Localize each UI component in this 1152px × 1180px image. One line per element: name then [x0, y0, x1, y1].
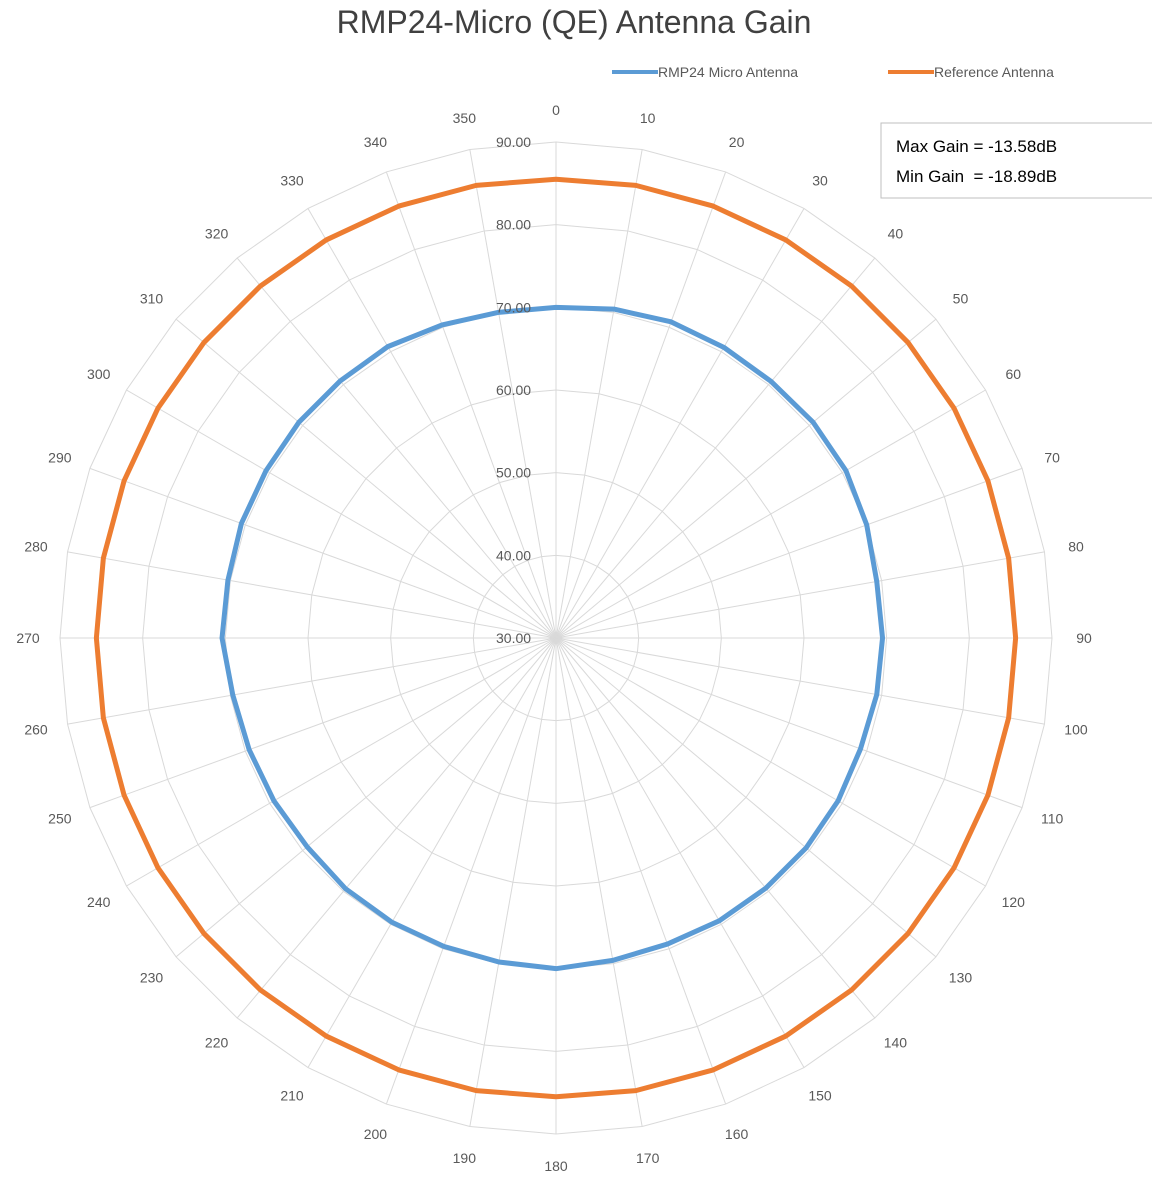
series-line-rmp24-micro [219, 304, 886, 972]
grid-spoke [555, 637, 876, 1019]
series-lines [93, 176, 1019, 1100]
grid-spoke [555, 637, 1045, 725]
annotation-max-gain: Max Gain = -13.58dB [896, 137, 1057, 156]
grid-spoke [555, 637, 805, 1068]
grid-spoke [385, 637, 557, 1105]
angle-label: 40 [888, 226, 904, 242]
angle-label: 240 [87, 894, 111, 910]
grid-spoke [555, 637, 1023, 809]
angle-label: 60 [1005, 366, 1021, 382]
grid-spoke [175, 637, 557, 958]
angle-label: 110 [1041, 811, 1064, 827]
grid-spoke [555, 389, 986, 639]
series-line-reference [93, 176, 1019, 1100]
angle-label: 220 [205, 1034, 229, 1050]
angle-label: 310 [140, 291, 164, 307]
grid-spoke [555, 467, 1023, 639]
angle-label: 30 [812, 173, 828, 189]
grid-spoke [555, 257, 876, 639]
radial-tick-label: 80.00 [496, 217, 531, 233]
grid-spoke [555, 637, 986, 887]
angle-labels: 0 10 20 30 40 50 60 70 80 90 100 110 120 130 140 150 160… [16, 102, 1092, 1174]
annotation-box: Max Gain = -13.58dB Min Gain = -18.89dB [880, 122, 1152, 199]
grid-spoke [555, 318, 937, 639]
grid-spoke [555, 149, 643, 639]
grid-spoke [555, 208, 805, 639]
grid-spoke [89, 467, 557, 639]
radial-tick-label: 40.00 [496, 547, 531, 563]
angle-label: 20 [729, 134, 745, 150]
angle-label: 190 [453, 1150, 477, 1166]
grid-spoke [236, 637, 557, 1019]
grid-spoke [67, 637, 557, 725]
angle-label: 10 [640, 110, 656, 126]
annotation-min-gain: Min Gain = -18.89dB [896, 167, 1057, 186]
grid-spoke [307, 637, 557, 1068]
angle-label: 150 [808, 1087, 832, 1103]
annotation-frame [880, 122, 1152, 199]
radial-tick-label: 50.00 [496, 465, 531, 481]
angle-label: 250 [48, 811, 72, 827]
angle-label: 0 [552, 102, 560, 118]
angle-label: 170 [636, 1150, 660, 1166]
grid-spoke [67, 551, 557, 639]
angle-label: 230 [140, 969, 164, 985]
radial-tick-labels: 30.00 40.00 50.00 60.00 70.00 80.00 90.00 [496, 134, 531, 646]
grid-spoke [126, 389, 557, 639]
grid-spoke [555, 551, 1045, 639]
legend: RMP24 Micro Antenna Reference Antenna [612, 64, 1054, 80]
angle-label: 210 [280, 1087, 304, 1103]
angle-label: 340 [364, 134, 388, 150]
grid-spoke [555, 637, 643, 1127]
angle-label: 130 [949, 969, 973, 985]
angle-label: 100 [1064, 722, 1088, 738]
grid-spoke [469, 149, 557, 639]
angle-label: 330 [280, 173, 304, 189]
radial-tick-label: 30.00 [496, 630, 531, 646]
radial-tick-label: 60.00 [496, 382, 531, 398]
radial-tick-label: 70.00 [496, 299, 531, 315]
grid-spoke [385, 171, 557, 639]
angle-label: 180 [544, 1158, 568, 1174]
radar-grid [59, 141, 1053, 1135]
angle-label: 320 [205, 226, 229, 242]
legend-label-rmp24: RMP24 Micro Antenna [658, 64, 798, 80]
angle-label: 300 [87, 366, 111, 382]
grid-spoke [126, 637, 557, 887]
angle-label: 70 [1044, 449, 1060, 465]
radial-tick-label: 90.00 [496, 134, 531, 150]
angle-label: 80 [1068, 538, 1084, 554]
grid-spoke [555, 637, 937, 958]
grid-spoke [469, 637, 557, 1127]
grid-spoke [307, 208, 557, 639]
angle-label: 350 [453, 110, 477, 126]
angle-label: 290 [48, 449, 72, 465]
angle-label: 140 [884, 1034, 908, 1050]
grid-spoke [89, 637, 557, 809]
grid-spoke [555, 171, 727, 639]
chart-title: RMP24-Micro (QE) Antenna Gain [337, 4, 812, 40]
grid-spoke [555, 637, 727, 1105]
angle-label: 280 [24, 538, 48, 554]
angle-label: 90 [1076, 630, 1092, 646]
angle-label: 200 [364, 1126, 388, 1142]
angle-label: 260 [24, 722, 48, 738]
grid-spoke [236, 257, 557, 639]
angle-label: 160 [725, 1126, 749, 1142]
angle-label: 50 [953, 291, 969, 307]
legend-label-reference: Reference Antenna [934, 64, 1054, 80]
grid-spoke [175, 318, 557, 639]
angle-label: 120 [1002, 894, 1026, 910]
angle-label: 270 [16, 630, 40, 646]
